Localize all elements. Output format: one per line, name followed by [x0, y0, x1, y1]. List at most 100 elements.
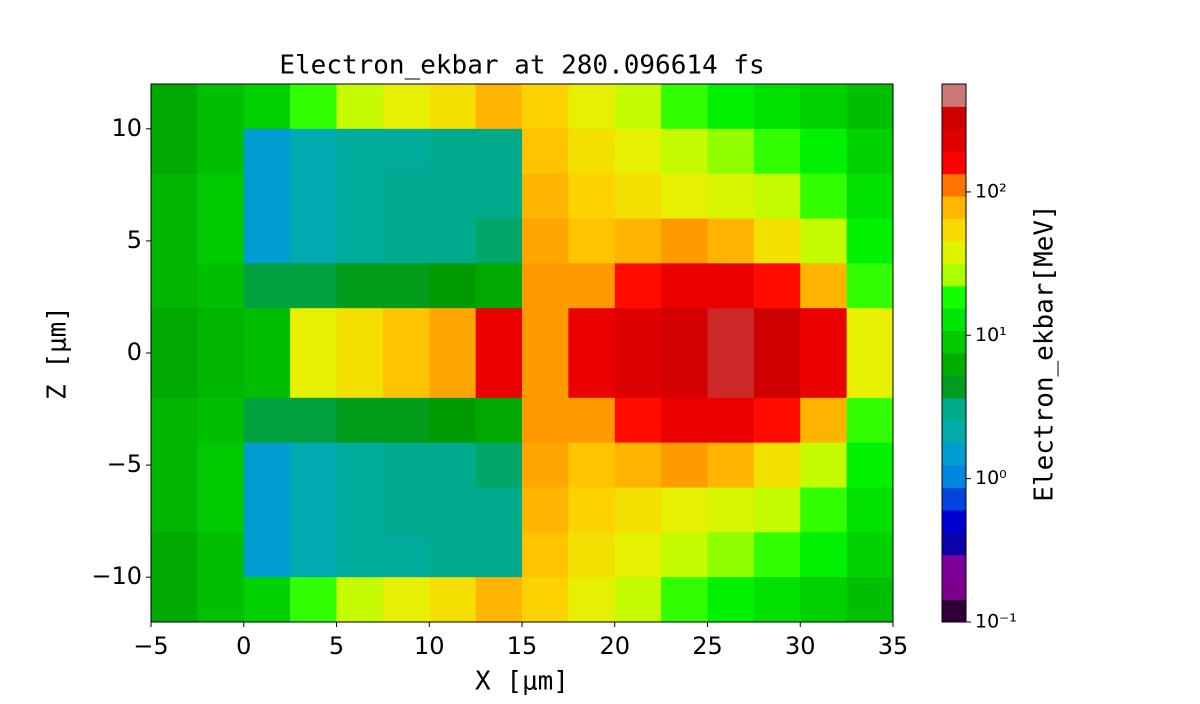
- colorbar-band: [942, 487, 966, 511]
- colorbar-band: [942, 577, 966, 601]
- colorbar-band: [942, 397, 966, 421]
- heat-cell: [382, 308, 430, 354]
- heat-cell: [661, 487, 708, 533]
- heat-cell: [243, 487, 291, 533]
- heat-cell: [290, 442, 337, 488]
- heat-cell: [800, 263, 848, 309]
- heat-cell: [336, 397, 384, 444]
- colorbar-tick-label: 10⁰: [975, 467, 1007, 489]
- heat-cell: [197, 263, 245, 309]
- colorbar-band: [942, 465, 966, 488]
- heat-cell: [753, 263, 801, 309]
- heat-cell: [290, 308, 337, 354]
- heat-cell: [197, 577, 245, 623]
- heat-cell: [661, 442, 708, 488]
- colorbar-band: [942, 420, 966, 444]
- chart-title: Electron_ekbar at 280.096614 fs: [279, 51, 764, 81]
- heat-cell: [382, 128, 430, 175]
- heat-cell: [707, 173, 755, 219]
- heat-cell: [336, 577, 384, 623]
- heat-cell: [197, 308, 245, 354]
- heat-cell: [475, 263, 523, 309]
- y-tick-label: 10: [111, 114, 142, 142]
- heat-cell: [151, 442, 198, 488]
- heat-cell: [661, 84, 708, 130]
- colorbar-band: [942, 285, 966, 309]
- heat-cell: [151, 173, 198, 219]
- colorbar-label: Electron_ekbar[MeV]: [1030, 204, 1060, 501]
- heat-cell: [753, 173, 801, 219]
- x-tick-label: −5: [133, 632, 168, 660]
- heat-cell: [382, 442, 430, 488]
- heat-cell: [753, 353, 801, 399]
- heat-cell: [661, 308, 708, 354]
- heat-cell: [429, 532, 477, 578]
- heat-cell: [707, 218, 755, 264]
- heat-cell: [151, 263, 198, 309]
- heat-cell: [382, 218, 430, 264]
- heat-cell: [475, 173, 523, 219]
- colorbar-band: [942, 554, 966, 578]
- heat-cell: [568, 84, 616, 130]
- colorbar-band: [942, 375, 966, 399]
- heat-cell: [382, 487, 430, 533]
- heat-cell: [336, 128, 384, 175]
- heat-cell: [800, 308, 848, 354]
- heat-cell: [661, 128, 708, 175]
- heat-cell: [753, 442, 801, 488]
- heat-cell: [290, 218, 337, 264]
- heat-cell: [568, 577, 616, 623]
- x-tick-label: 0: [236, 632, 251, 660]
- colorbar-band: [942, 106, 966, 130]
- x-tick-label: 5: [329, 632, 344, 660]
- heat-cell: [475, 532, 523, 578]
- colorbar-band: [942, 442, 966, 466]
- heat-cell: [429, 84, 477, 130]
- heat-cell: [243, 218, 291, 264]
- heat-cell: [661, 397, 708, 444]
- heat-cell: [243, 532, 291, 578]
- x-tick-label: 10: [414, 632, 445, 660]
- heat-cell: [707, 128, 755, 175]
- heat-cell: [243, 263, 291, 309]
- heat-cell: [475, 308, 523, 354]
- heat-cell: [290, 487, 337, 533]
- colorbar-band: [942, 509, 966, 533]
- colorbar-tick-label: 10⁻¹: [975, 611, 1017, 633]
- heat-cell: [475, 353, 523, 399]
- heat-cell: [475, 84, 523, 130]
- heat-cell: [846, 263, 894, 309]
- heat-cell: [197, 397, 245, 444]
- colorbar-band: [942, 151, 966, 175]
- heat-cell: [707, 577, 755, 623]
- heat-cell: [429, 487, 477, 533]
- heat-cell: [151, 397, 198, 444]
- heat-cell: [382, 353, 430, 399]
- heat-cell: [290, 128, 337, 175]
- heat-cell: [800, 397, 848, 444]
- heat-cell: [475, 128, 523, 175]
- heat-cell: [151, 84, 198, 130]
- heat-cell: [197, 218, 245, 264]
- heat-cell: [475, 397, 523, 444]
- heat-cell: [614, 487, 662, 533]
- colorbar-band: [942, 308, 966, 332]
- heat-cell: [846, 442, 894, 488]
- heat-cell: [197, 353, 245, 399]
- heat-cell: [382, 532, 430, 578]
- heat-cell: [614, 353, 662, 399]
- heat-cell: [382, 577, 430, 623]
- heat-cell: [800, 173, 848, 219]
- colorbar-band: [942, 532, 966, 556]
- heat-cell: [707, 397, 755, 444]
- heat-cell: [429, 577, 477, 623]
- heat-cell: [197, 442, 245, 488]
- heat-cell: [614, 532, 662, 578]
- heat-cell: [290, 84, 337, 130]
- heat-cell: [614, 173, 662, 219]
- heat-cell: [475, 218, 523, 264]
- heat-cell: [475, 487, 523, 533]
- heat-cell: [568, 397, 616, 444]
- heat-cell: [707, 84, 755, 130]
- heat-cell: [429, 173, 477, 219]
